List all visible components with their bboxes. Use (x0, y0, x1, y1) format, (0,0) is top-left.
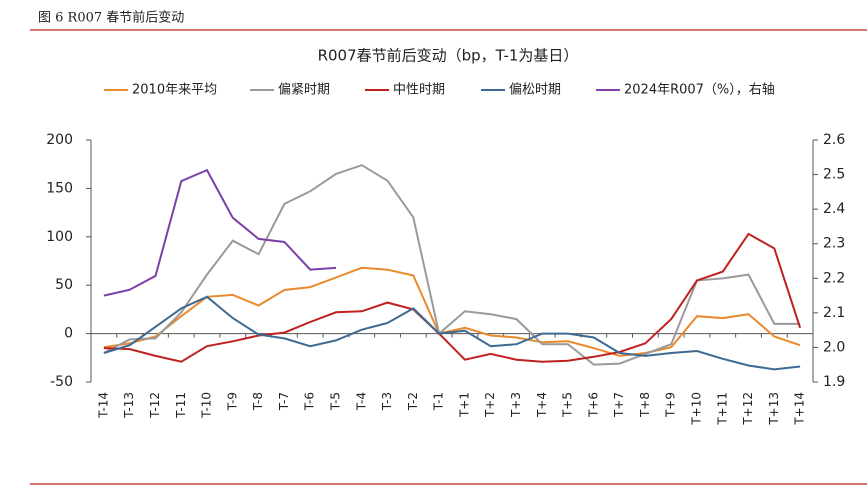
y-tick-label: 200 (46, 132, 73, 148)
x-tick-label: T+6 (586, 392, 600, 418)
x-tick-label: T+13 (767, 392, 781, 426)
x-tick-label: T-13 (122, 392, 136, 419)
x-tick-label: T+7 (612, 392, 626, 418)
x-tick-label: T-5 (328, 392, 342, 411)
y2-tick-label: 2.2 (823, 270, 845, 286)
x-tick-label: T+5 (561, 392, 575, 418)
x-tick-label: T+12 (741, 392, 755, 426)
y2-tick-label: 2.4 (823, 201, 845, 217)
x-tick-label: T-6 (303, 392, 317, 411)
y2-tick-label: 2.0 (823, 339, 845, 355)
x-tick-label: T-3 (380, 392, 394, 411)
legend-label: 偏松时期 (509, 83, 561, 98)
x-tick-label: T+8 (638, 392, 652, 418)
x-tick-label: T+10 (689, 392, 703, 426)
x-tick-label: T+9 (664, 392, 678, 418)
x-tick-label: T-4 (354, 392, 368, 411)
series-line (103, 232, 802, 363)
x-tick-label: T-7 (277, 392, 291, 411)
y2-tick-label: 2.3 (823, 236, 845, 252)
legend-label: 偏紧时期 (278, 83, 330, 98)
x-tick-label: T-10 (200, 392, 214, 419)
y-tick-label: 150 (46, 180, 73, 196)
series-line (103, 164, 801, 366)
x-tick-label: T+14 (793, 392, 807, 426)
x-tick-label: T+3 (509, 392, 523, 418)
y2-tick-label: 2.6 (823, 132, 845, 148)
x-tick-label: T-14 (96, 392, 110, 419)
x-tick-label: T+1 (457, 392, 471, 418)
y-tick-label: 100 (46, 229, 73, 245)
legend-label: 中性时期 (393, 83, 445, 98)
x-tick-label: T-9 (225, 392, 239, 411)
legend-label: 2024年R007（%），右轴 (624, 83, 775, 98)
x-tick-label: T+4 (535, 392, 549, 418)
x-tick-label: T-8 (251, 392, 265, 411)
y2-tick-label: 2.1 (823, 305, 845, 321)
series-line (103, 168, 337, 297)
series-line (103, 266, 801, 357)
legend-label: 2010年来平均 (132, 83, 217, 98)
y-tick-label: -50 (50, 374, 73, 390)
x-tick-label: T-11 (174, 392, 188, 419)
x-tick-label: T+11 (715, 392, 729, 426)
x-tick-label: T-12 (148, 392, 162, 419)
y-tick-label: 50 (55, 277, 73, 293)
y-tick-label: 0 (64, 326, 73, 342)
chart-title: R007春节前后变动（bp，T-1为基日） (318, 47, 579, 65)
y2-tick-label: 2.5 (823, 167, 845, 183)
x-tick-label: T-2 (406, 392, 420, 411)
x-tick-label: T-1 (432, 392, 446, 411)
y2-tick-label: 1.9 (823, 374, 845, 390)
x-tick-label: T+2 (483, 392, 497, 418)
figure-header: 图 6 R007 春节前后变动 (38, 10, 184, 26)
series-line (103, 295, 801, 371)
